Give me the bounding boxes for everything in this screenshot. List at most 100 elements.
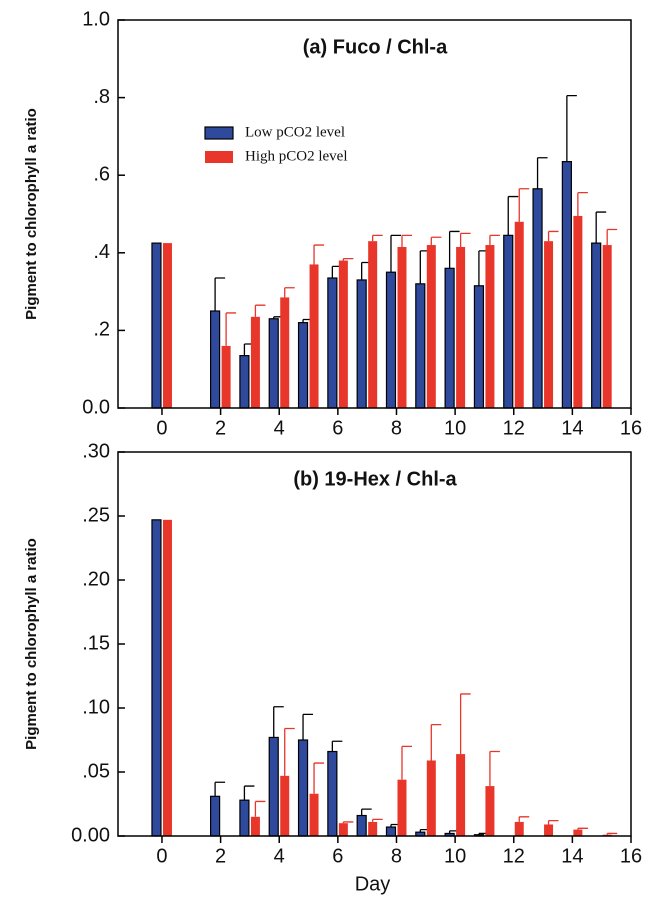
error-bar [284, 287, 295, 298]
error-bar [547, 819, 559, 825]
bar [456, 246, 466, 408]
error-bar [536, 157, 548, 189]
error-bar [254, 800, 266, 817]
x-tick-label: 16 [620, 417, 642, 439]
error-bar [254, 304, 266, 317]
error-bar [214, 277, 226, 311]
error-bar [342, 257, 354, 261]
x-tick-label: 16 [620, 845, 642, 867]
bar [473, 285, 485, 409]
bar [456, 754, 466, 836]
error-bar [401, 745, 412, 780]
bar [162, 519, 172, 836]
x-axis-label: Day [355, 873, 391, 895]
bar [239, 799, 250, 837]
x-tick-label: 6 [332, 845, 343, 867]
y-tick-label: .8 [93, 86, 110, 108]
bar [561, 161, 572, 409]
y-tick-label: .6 [93, 163, 110, 185]
bar [514, 821, 524, 836]
bar [239, 355, 250, 409]
error-bar [459, 693, 471, 755]
bar [485, 245, 495, 408]
bar [426, 760, 436, 836]
bar [309, 793, 319, 836]
x-tick-label: 14 [561, 417, 583, 439]
y-tick-label: .15 [82, 632, 110, 654]
bar [327, 277, 338, 409]
bar [309, 264, 319, 408]
bar [210, 310, 221, 409]
bar [602, 245, 612, 408]
error-bar [606, 228, 618, 246]
error-bar [302, 713, 314, 740]
bar [532, 188, 543, 409]
error-bar [566, 95, 577, 162]
x-tick-label: 6 [332, 417, 343, 439]
legend-swatch [204, 126, 234, 140]
bar [503, 234, 514, 409]
bar [573, 829, 583, 836]
bar [356, 279, 367, 409]
bar [250, 316, 260, 408]
plot-frame [117, 451, 632, 837]
bar [514, 221, 524, 408]
bar [327, 750, 338, 837]
plot-frame [117, 19, 632, 409]
error-bar [430, 723, 442, 761]
chart-title: (b) 19-Hex / Chl-a [293, 468, 457, 490]
error-bar [284, 727, 295, 776]
x-tick-label: 12 [503, 417, 525, 439]
y-tick-label: .20 [82, 568, 110, 590]
legend-label: Low pCO2 level [245, 124, 345, 140]
bar [368, 241, 378, 408]
x-tick-label: 8 [391, 845, 402, 867]
error-bar [331, 740, 343, 752]
error-bar [430, 236, 442, 246]
x-tick-label: 8 [391, 417, 402, 439]
bar [297, 322, 309, 409]
error-bar [273, 706, 284, 738]
bar [268, 318, 279, 409]
x-tick-label: 2 [215, 845, 226, 867]
error-bar [401, 234, 412, 247]
bar [280, 297, 290, 408]
error-bar [372, 234, 383, 242]
x-tick-label: 0 [156, 845, 167, 867]
y-tick-label: .05 [82, 760, 110, 782]
error-bar [489, 750, 500, 787]
error-bar [361, 808, 372, 816]
bar [385, 271, 397, 409]
bar [162, 243, 172, 408]
bar [544, 824, 554, 836]
error-bar [518, 816, 530, 822]
y-tick-label: .10 [82, 696, 110, 718]
bar [297, 739, 309, 837]
error-bar [225, 312, 237, 346]
error-bar [577, 192, 588, 216]
bar [591, 242, 602, 409]
error-bar [342, 821, 354, 824]
bar [356, 814, 367, 837]
bar [397, 779, 407, 836]
bar [426, 245, 436, 408]
y-tick-label: 1.0 [82, 8, 110, 30]
error-bar [313, 244, 325, 265]
error-bar [390, 234, 401, 273]
bar [415, 283, 426, 409]
x-tick-label: 10 [444, 417, 466, 439]
x-tick-label: 12 [503, 845, 525, 867]
y-tick-label: .30 [82, 440, 110, 462]
error-bar [595, 211, 607, 244]
x-tick-label: 4 [274, 845, 285, 867]
y-axis-label: Pigment to chlorophyll a ratio [23, 108, 40, 320]
y-tick-label: .4 [93, 241, 110, 263]
bar [573, 215, 583, 408]
y-tick-label: 0.00 [71, 824, 110, 846]
error-bar [459, 232, 471, 247]
error-bar [577, 827, 588, 830]
error-bar [547, 230, 559, 242]
error-bar [214, 781, 226, 797]
bar [221, 345, 231, 408]
